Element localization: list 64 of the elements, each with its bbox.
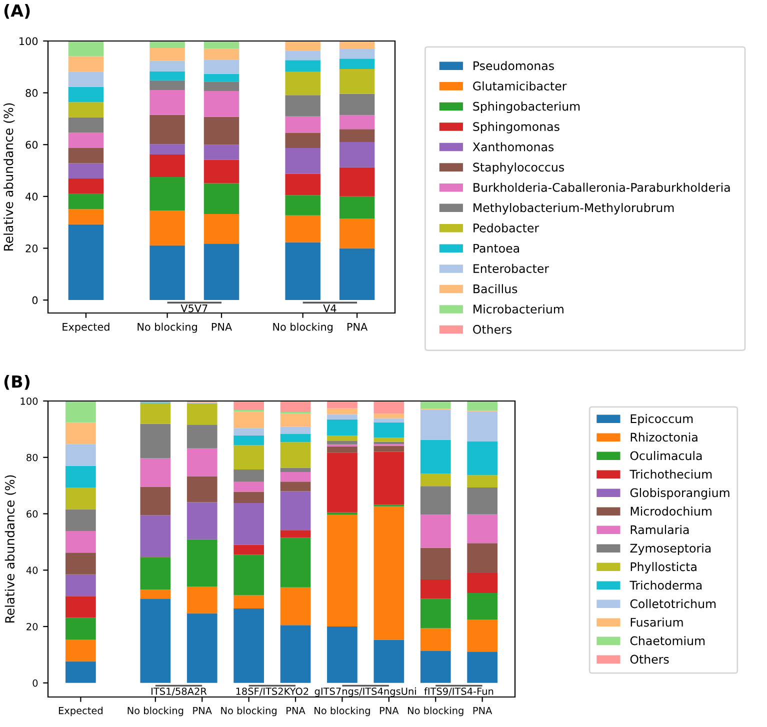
x-tick-label: No blocking bbox=[128, 706, 184, 716]
legend-label: Ramularia bbox=[630, 525, 689, 534]
legend-label: Zymoseptoria bbox=[630, 544, 711, 555]
annotation: ITS1/58A2R bbox=[152, 688, 207, 696]
legend-label: Glutamicibacter bbox=[473, 81, 567, 90]
chart-title: (A) bbox=[4, 4, 30, 19]
legend-label: Colletotrichum bbox=[630, 599, 716, 608]
x-tick-label: PNA bbox=[212, 323, 232, 331]
y-tick-label: 100 bbox=[20, 37, 38, 46]
legend-label: Chaetomium bbox=[630, 636, 705, 646]
legend-label: Pantoea bbox=[474, 244, 519, 253]
legend-label: Pseudomonas bbox=[474, 61, 554, 70]
legend-label: Trichothecium bbox=[630, 470, 712, 479]
legend-label: Microdochium bbox=[630, 506, 712, 516]
x-tick-label: No blocking bbox=[138, 322, 197, 333]
chart-title: (B) bbox=[4, 374, 30, 390]
legend-label: Microbacterium bbox=[474, 304, 564, 314]
x-tick-label: No blocking bbox=[273, 322, 332, 333]
annotation: 18SF/ITS2KYO2 bbox=[236, 688, 308, 696]
y-tick-label: 20 bbox=[26, 623, 38, 630]
annotation: V4 bbox=[323, 304, 336, 312]
legend-label: Epicoccum bbox=[630, 414, 693, 426]
y-tick-label: 0 bbox=[32, 296, 38, 304]
legend-label: Fusarium bbox=[630, 618, 683, 627]
y-axis-title: Relative abundance (%) bbox=[4, 475, 16, 623]
annotation: fITS9/ITS4-Fun bbox=[424, 687, 494, 696]
legend-label: Sphingobacterium bbox=[473, 102, 580, 114]
legend-label: Enterobacter bbox=[474, 264, 550, 274]
legend-label: Pedobacter bbox=[474, 223, 540, 232]
y-tick-label: 80 bbox=[26, 89, 38, 97]
y-tick-label: 40 bbox=[26, 566, 38, 574]
x-tick-label: No blocking bbox=[221, 706, 276, 716]
y-tick-label: 80 bbox=[26, 454, 38, 462]
y-tick-label: 20 bbox=[26, 244, 38, 252]
legend-label: Xanthomonas bbox=[472, 142, 554, 152]
y-tick-label: 40 bbox=[26, 192, 38, 201]
y-axis-title: Relative abundance (%) bbox=[4, 103, 15, 251]
y-tick-label: 0 bbox=[32, 679, 38, 687]
x-tick-label: PNA bbox=[380, 707, 399, 714]
x-tick-label: PNA bbox=[473, 707, 492, 714]
legend-label: Staphylococcus bbox=[473, 162, 564, 174]
x-tick-label: No blocking bbox=[314, 706, 370, 716]
x-tick-label: PNA bbox=[193, 707, 212, 714]
legend-label: Burkholderia-Caballeronia-Paraburkholderia bbox=[474, 182, 730, 192]
y-tick-label: 100 bbox=[20, 397, 38, 405]
legend-label: Trichoderma bbox=[630, 580, 702, 590]
legend-label: Methylobacterium-Methylorubrum bbox=[474, 203, 674, 214]
legend-label: Oculimacula bbox=[630, 451, 702, 460]
x-tick-label: PNA bbox=[347, 323, 368, 331]
legend-label: Others bbox=[473, 324, 512, 334]
legend-label: Bacillus bbox=[474, 284, 518, 294]
legend-label: Others bbox=[630, 654, 669, 664]
legend-label: Phyllosticta bbox=[630, 562, 696, 574]
legend-label: Globisporangium bbox=[630, 488, 730, 500]
x-tick-label: Expected bbox=[58, 706, 102, 716]
annotation: gITS7ngs/ITS4ngsUni bbox=[314, 687, 416, 697]
x-tick-label: PNA bbox=[286, 707, 306, 714]
legend-label: Sphingomonas bbox=[473, 122, 560, 134]
annotation: V5V7 bbox=[180, 304, 208, 312]
y-tick-label: 60 bbox=[26, 140, 38, 149]
y-tick-label: 60 bbox=[26, 510, 38, 518]
x-tick-label: Expected bbox=[62, 322, 110, 333]
legend-label: Rhizoctonia bbox=[630, 432, 698, 442]
x-tick-label: No blocking bbox=[408, 706, 464, 716]
